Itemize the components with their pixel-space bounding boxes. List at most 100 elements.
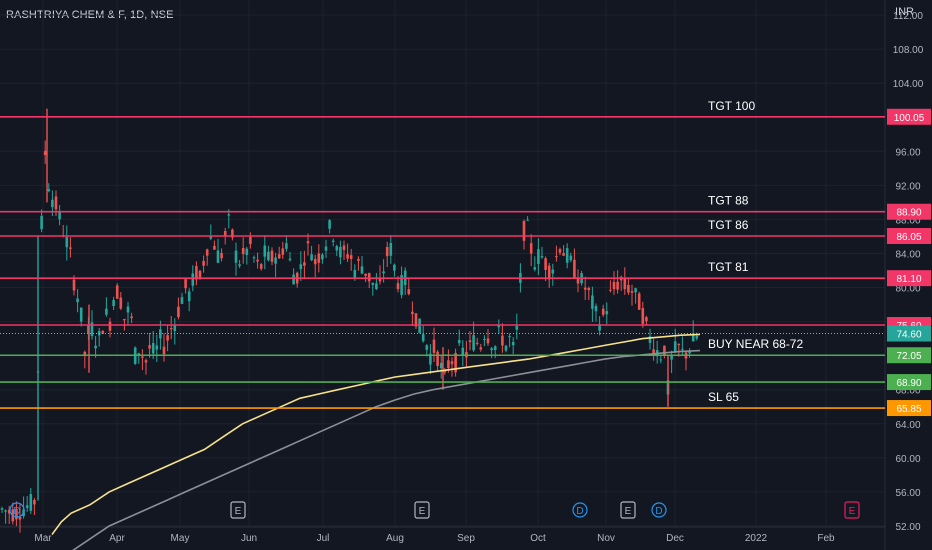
candle-body xyxy=(634,288,637,293)
candle-body xyxy=(223,231,227,236)
moving-average-line-0 xyxy=(51,333,701,535)
candle-body xyxy=(141,356,144,358)
level-price-label: 100.05 xyxy=(894,113,925,124)
candle-body xyxy=(432,339,436,353)
candle-body xyxy=(688,350,691,354)
candle-body xyxy=(565,248,569,263)
candle-body xyxy=(663,345,666,356)
candle-body xyxy=(450,361,454,365)
dividend-marker xyxy=(9,502,25,518)
candle-body xyxy=(331,240,335,242)
candle-body xyxy=(18,517,22,520)
candle-body xyxy=(169,328,173,330)
candle-body xyxy=(15,508,18,520)
candle-body xyxy=(457,339,461,344)
candle-body xyxy=(681,348,684,350)
candle-body xyxy=(43,150,47,155)
candle-body xyxy=(522,220,526,241)
candle-body xyxy=(166,335,169,341)
candle-body xyxy=(400,275,403,295)
candle-body xyxy=(421,334,425,342)
candle-body xyxy=(468,340,472,343)
candle-body xyxy=(195,266,198,280)
x-tick-label: Oct xyxy=(530,533,546,544)
candle-body xyxy=(137,353,141,356)
x-tick-label: Dec xyxy=(666,533,684,544)
candle-body xyxy=(389,242,393,256)
dividend-marker-letter: D xyxy=(655,506,662,517)
candle-body xyxy=(119,297,123,309)
candle-body xyxy=(591,295,594,309)
candle-body xyxy=(486,338,490,344)
candle-body xyxy=(573,259,576,279)
candle-body xyxy=(277,254,281,259)
candle-body xyxy=(148,345,151,349)
last-price-label: 74.60 xyxy=(896,330,921,341)
level-price-label: 81.10 xyxy=(896,274,921,285)
candle-body xyxy=(627,285,630,293)
candle-body xyxy=(659,359,663,361)
candle-body xyxy=(479,347,483,350)
candle-body xyxy=(616,281,619,290)
candle-body xyxy=(576,277,580,284)
candle-body xyxy=(501,335,504,346)
candle-body xyxy=(47,189,51,192)
candle-body xyxy=(540,256,544,258)
level-price-label: 68.90 xyxy=(896,378,921,389)
dividend-marker-letter: D xyxy=(576,506,583,517)
candle-body xyxy=(227,214,231,216)
y-tick-label: 88.00 xyxy=(895,215,920,226)
dividend-marker xyxy=(651,502,667,518)
candle-body xyxy=(645,317,648,322)
candle-body xyxy=(252,257,256,259)
y-tick-label: 64.00 xyxy=(895,420,920,431)
level-text: TGT 100 xyxy=(708,99,755,113)
candle-body xyxy=(652,349,655,355)
candle-body xyxy=(123,318,126,321)
y-tick-label: 56.00 xyxy=(895,488,920,499)
y-tick-label: 52.00 xyxy=(895,522,920,533)
candle-body xyxy=(407,289,411,295)
candle-body xyxy=(151,343,155,354)
candle-body xyxy=(274,257,277,264)
candle-body xyxy=(375,283,378,289)
candle-body xyxy=(126,306,130,313)
x-tick-label: 2022 xyxy=(745,533,768,544)
candle-body xyxy=(594,306,598,312)
x-tick-label: May xyxy=(171,533,190,544)
candle-body xyxy=(238,264,241,266)
candle-body xyxy=(364,273,367,276)
candle-body xyxy=(263,245,267,257)
candle-body xyxy=(677,343,681,345)
candle-body xyxy=(504,345,508,351)
candle-body xyxy=(515,325,519,330)
candle-body xyxy=(342,245,346,250)
candle-body xyxy=(105,308,108,315)
level-price-label: 65.85 xyxy=(896,404,921,415)
candle-body xyxy=(231,229,234,238)
candle-body xyxy=(29,494,33,511)
candle-body xyxy=(562,253,565,256)
candle-body xyxy=(443,370,447,373)
candle-body xyxy=(324,246,328,251)
candle-body xyxy=(54,196,58,210)
candle-body xyxy=(7,509,11,514)
level-price-badge xyxy=(887,374,931,391)
moving-average-line-1 xyxy=(72,349,701,550)
candle-body xyxy=(357,258,360,261)
candle-body xyxy=(393,264,396,271)
level-price-badge xyxy=(887,400,931,417)
x-tick-label: Aug xyxy=(386,533,404,544)
candle-body xyxy=(155,345,159,350)
candle-body xyxy=(191,273,195,286)
candle-body xyxy=(371,282,375,285)
candle-body xyxy=(306,241,310,244)
candle-body xyxy=(90,322,94,337)
x-tick-label: Mar xyxy=(34,533,52,544)
candle-body xyxy=(439,362,443,369)
last-price-badge xyxy=(887,325,931,342)
earnings-marker xyxy=(230,501,246,519)
candle-body xyxy=(198,270,202,278)
candle-body xyxy=(144,360,148,363)
